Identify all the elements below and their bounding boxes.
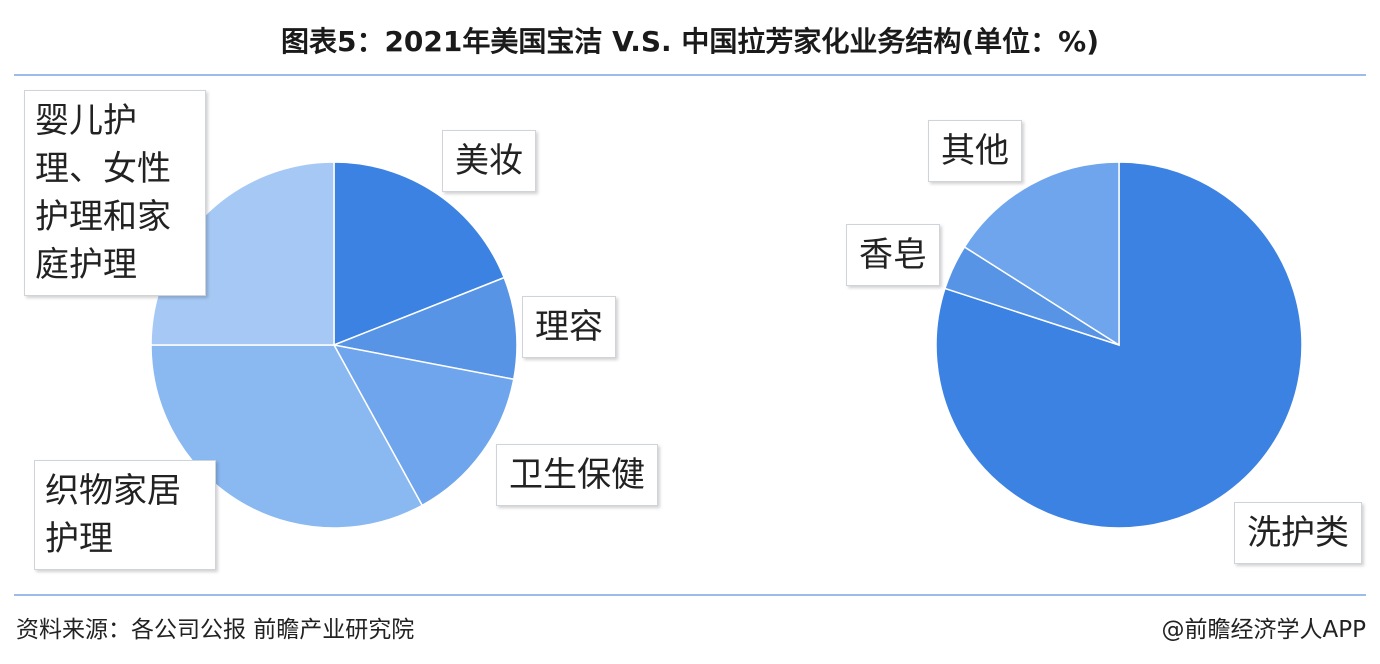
- pie-slice: [150, 344, 424, 529]
- pie-slice: [332, 343, 515, 507]
- slice-label-beauty: 美妆: [442, 130, 536, 192]
- slice-label-grooming: 理容: [522, 296, 616, 358]
- pie-chart-2: [935, 161, 1303, 529]
- slice-label-health-care: 卫生保健: [496, 444, 658, 506]
- pie-slice: [331, 276, 518, 381]
- pie-slice: [963, 161, 1120, 347]
- slice-label-soap: 香皂: [846, 224, 940, 286]
- slice-label-washing-care: 洗护类: [1234, 502, 1362, 564]
- footer-divider: [14, 594, 1366, 596]
- title-divider: [14, 74, 1366, 76]
- pie-chart-1: [150, 161, 518, 529]
- slice-label-other: 其他: [928, 120, 1022, 182]
- pie-slice: [935, 161, 1303, 529]
- slice-label-baby-care: 婴儿护理、女性护理和家庭护理: [24, 90, 206, 296]
- slice-label-fabric-home-care: 织物家居护理: [34, 460, 216, 570]
- source-note: 资料来源：各公司公报 前瞻产业研究院: [16, 617, 415, 643]
- chart-title: 图表5：2021年美国宝洁 V.S. 中国拉芳家化业务结构(单位：%): [280, 25, 1100, 58]
- brand-note: @前瞻经济学人APP: [1161, 617, 1366, 643]
- pie-slice: [333, 161, 506, 347]
